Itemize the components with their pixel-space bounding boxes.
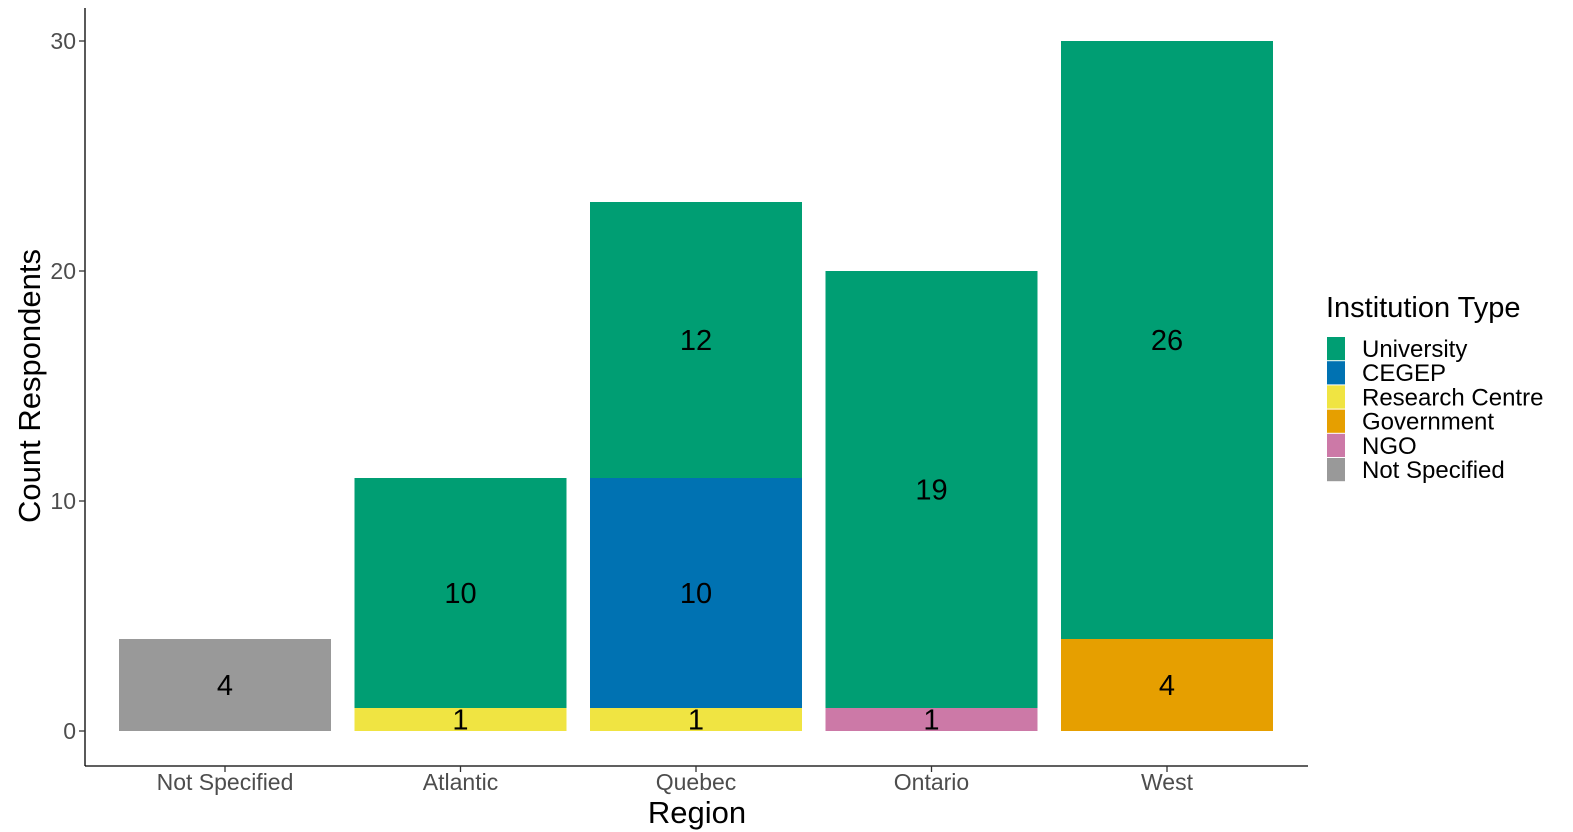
bar-value-label: 1 [688,705,704,737]
bar-value-label: 26 [1151,325,1183,357]
bar-segment [825,708,1038,731]
bar-segment [590,478,802,708]
legend-title: Institution Type [1326,292,1521,324]
y-tick-label: 0 [63,718,76,744]
x-tick-label: Not Specified [157,769,294,795]
y-tick-label: 20 [50,258,76,284]
bar-segment [354,478,567,708]
bar-segment [590,202,802,478]
legend-label: CEGEP [1362,360,1446,387]
bar-value-label: 10 [444,578,476,610]
bar-value-label: 1 [452,705,468,737]
bar-segment [354,708,567,731]
bar-labels-layer: 4 1 10 1 10 12 1 19 4 26 [217,325,1183,737]
legend-label: Not Specified [1362,457,1505,484]
bar-value-label: 1 [923,705,939,737]
y-tick-label: 30 [50,28,76,54]
bar-value-label: 10 [680,578,712,610]
legend-key [1327,458,1345,482]
x-tick-label: West [1141,769,1194,795]
legend-key [1327,385,1345,409]
x-axis-title: Region [648,795,746,830]
legend: Institution Type UniversityCEGEPResearch… [1326,292,1543,484]
legend-label: NGO [1362,433,1417,460]
bar-segment [1061,639,1273,731]
bar-value-label: 4 [1159,670,1175,702]
bar-value-label: 4 [217,670,233,702]
legend-label: Research Centre [1362,384,1543,411]
x-tick-label: Ontario [894,769,969,795]
bars-layer [119,41,1273,731]
x-tick-label: Atlantic [423,769,498,795]
axes-layer: 0 10 20 30 Not Specified Atlantic Quebec Ontari… [50,8,1308,795]
bar-segment [1061,41,1273,639]
bar-segment [825,271,1038,708]
y-tick-label: 10 [50,488,76,514]
legend-label: University [1362,336,1467,363]
bar-segment [119,639,331,731]
legend-key [1327,409,1345,433]
legend-key [1327,337,1345,361]
legend-key [1327,433,1345,457]
bar-segment [590,708,802,731]
legend-key [1327,361,1345,385]
bar-value-label: 12 [680,325,712,357]
legend-label: Government [1362,409,1494,436]
bar-value-label: 19 [915,475,947,507]
y-axis-title: Count Respondents [12,249,47,523]
x-tick-label: Quebec [656,769,737,795]
